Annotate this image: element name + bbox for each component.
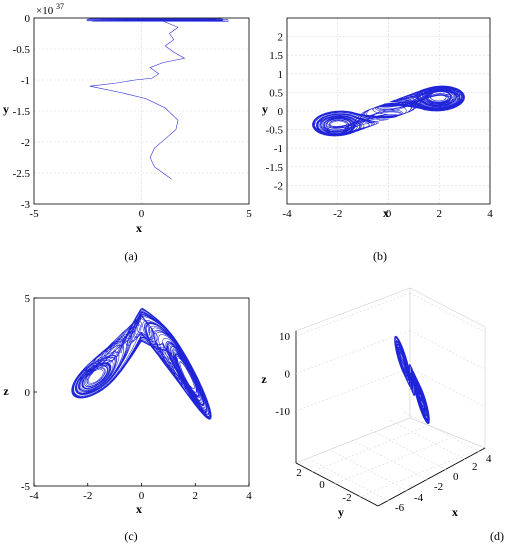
panel-a-ytick-label: -1.5 xyxy=(13,106,31,118)
panel-d-xlabel: x xyxy=(452,505,458,519)
panel-d-xtick-label: 4 xyxy=(486,453,492,465)
panel-c-xtick-label: 0 xyxy=(139,490,145,502)
panel-b-ytick-label: 0 xyxy=(278,106,284,118)
panel-b-trajectory xyxy=(312,86,464,136)
panel-b-ytick-label: 1 xyxy=(278,69,284,81)
panel-c-trajectory xyxy=(72,308,212,419)
panel-d-ztick-label: 0 xyxy=(285,369,291,381)
panel-d-caption: (d) xyxy=(490,529,504,543)
panel-d-ylabel: y xyxy=(338,505,344,519)
panel-a-ytick-label: -3 xyxy=(21,199,31,211)
panel-a-ylabel: y xyxy=(3,102,9,116)
panel-b-xtick-label: 2 xyxy=(437,208,443,220)
panel-b-ytick-label: -0.5 xyxy=(266,125,284,137)
panel-a-ytick-label: -1 xyxy=(21,75,30,87)
panel-c-ytick-label: 5 xyxy=(25,293,31,305)
panel-a-ticks: -5 0 5 0 -0.5 -1 -1.5 -2 -2.5 -3 xyxy=(13,13,253,220)
panel-b-ytick-label: 2 xyxy=(278,32,284,44)
panel-d-zlabel: z xyxy=(261,372,267,386)
panel-b-ytick-label: -1 xyxy=(274,143,283,155)
panel-d-ytick-label: 2 xyxy=(296,467,302,479)
panel-b-xtick-label: -4 xyxy=(282,208,292,220)
panel-d-ytick-label: 0 xyxy=(319,479,325,491)
panel-d-ytick-label: -2 xyxy=(342,492,351,504)
panel-a-trajectory xyxy=(86,19,228,180)
panel-a-exponent-power: 37 xyxy=(56,2,64,11)
panel-c-xtick-label: -2 xyxy=(83,490,92,502)
panel-a-xtick-label: 5 xyxy=(246,208,252,220)
panel-d-xtick-label: -6 xyxy=(395,502,405,514)
panel-c: -4 -2 0 2 4 5 0 -5 x z (c) xyxy=(3,293,252,543)
panel-b-ylabel: y xyxy=(262,102,268,116)
panel-b-caption: (b) xyxy=(373,249,387,263)
panel-a-ytick-label: -2.5 xyxy=(13,168,31,180)
panel-c-ytick-label: -5 xyxy=(21,481,31,493)
panel-d-xtick-label: -2 xyxy=(434,481,443,493)
panel-b-xlabel: x xyxy=(383,206,389,220)
panel-c-ytick-label: 0 xyxy=(25,387,31,399)
panel-a-xlabel: x xyxy=(136,221,142,235)
panel-d-xtick-label: 0 xyxy=(453,471,459,483)
panel-a-ytick-label: -0.5 xyxy=(13,44,31,56)
panel-b-xtick-label: 4 xyxy=(487,208,493,220)
panel-b-ytick-label: 1.5 xyxy=(269,50,283,62)
panel-d-xtick-label: -4 xyxy=(414,492,424,504)
panel-a-xtick-label: -5 xyxy=(29,208,39,220)
panel-a-ytick-label: -2 xyxy=(21,137,30,149)
panel-a-grid xyxy=(34,18,249,204)
panel-b-ticks: -4 -2 0 2 421.510.50-0.5-1-1.5-2 xyxy=(266,32,494,220)
panel-b: -4 -2 0 2 421.510.50-0.5-1-1.5-2 x y (b) xyxy=(262,18,493,263)
panel-a-ytick-label: 0 xyxy=(25,13,31,25)
panel-d-ztick-label: 10 xyxy=(279,331,291,343)
panel-d: 100-1020-2420-2-4-6 z y x (d) xyxy=(261,288,504,543)
panel-a-exponent-base: ×10 xyxy=(36,5,54,17)
panel-c-xlabel: x xyxy=(136,502,142,516)
panel-c-xtick-label: 2 xyxy=(193,490,199,502)
panel-b-ytick-label: -2 xyxy=(274,180,283,192)
panel-c-caption: (c) xyxy=(124,529,137,543)
panel-a-caption: (a) xyxy=(124,249,137,263)
panel-d-xtick-label: 2 xyxy=(472,461,478,473)
panel-c-xtick-label: 4 xyxy=(246,490,252,502)
panel-c-xtick-label: -4 xyxy=(29,490,39,502)
panel-a-xtick-label: 0 xyxy=(139,208,145,220)
panel-c-ylabel: z xyxy=(3,384,9,398)
panel-a: -5 0 5 0 -0.5 -1 -1.5 -2 -2.5 -3 ×10 37 x y (a) xyxy=(3,2,252,263)
panel-b-ytick-label: 0.5 xyxy=(269,87,283,99)
panel-d-ztick-label: -10 xyxy=(275,406,290,418)
panel-b-ytick-label: -1.5 xyxy=(266,162,284,174)
panel-b-xtick-label: -2 xyxy=(333,208,342,220)
